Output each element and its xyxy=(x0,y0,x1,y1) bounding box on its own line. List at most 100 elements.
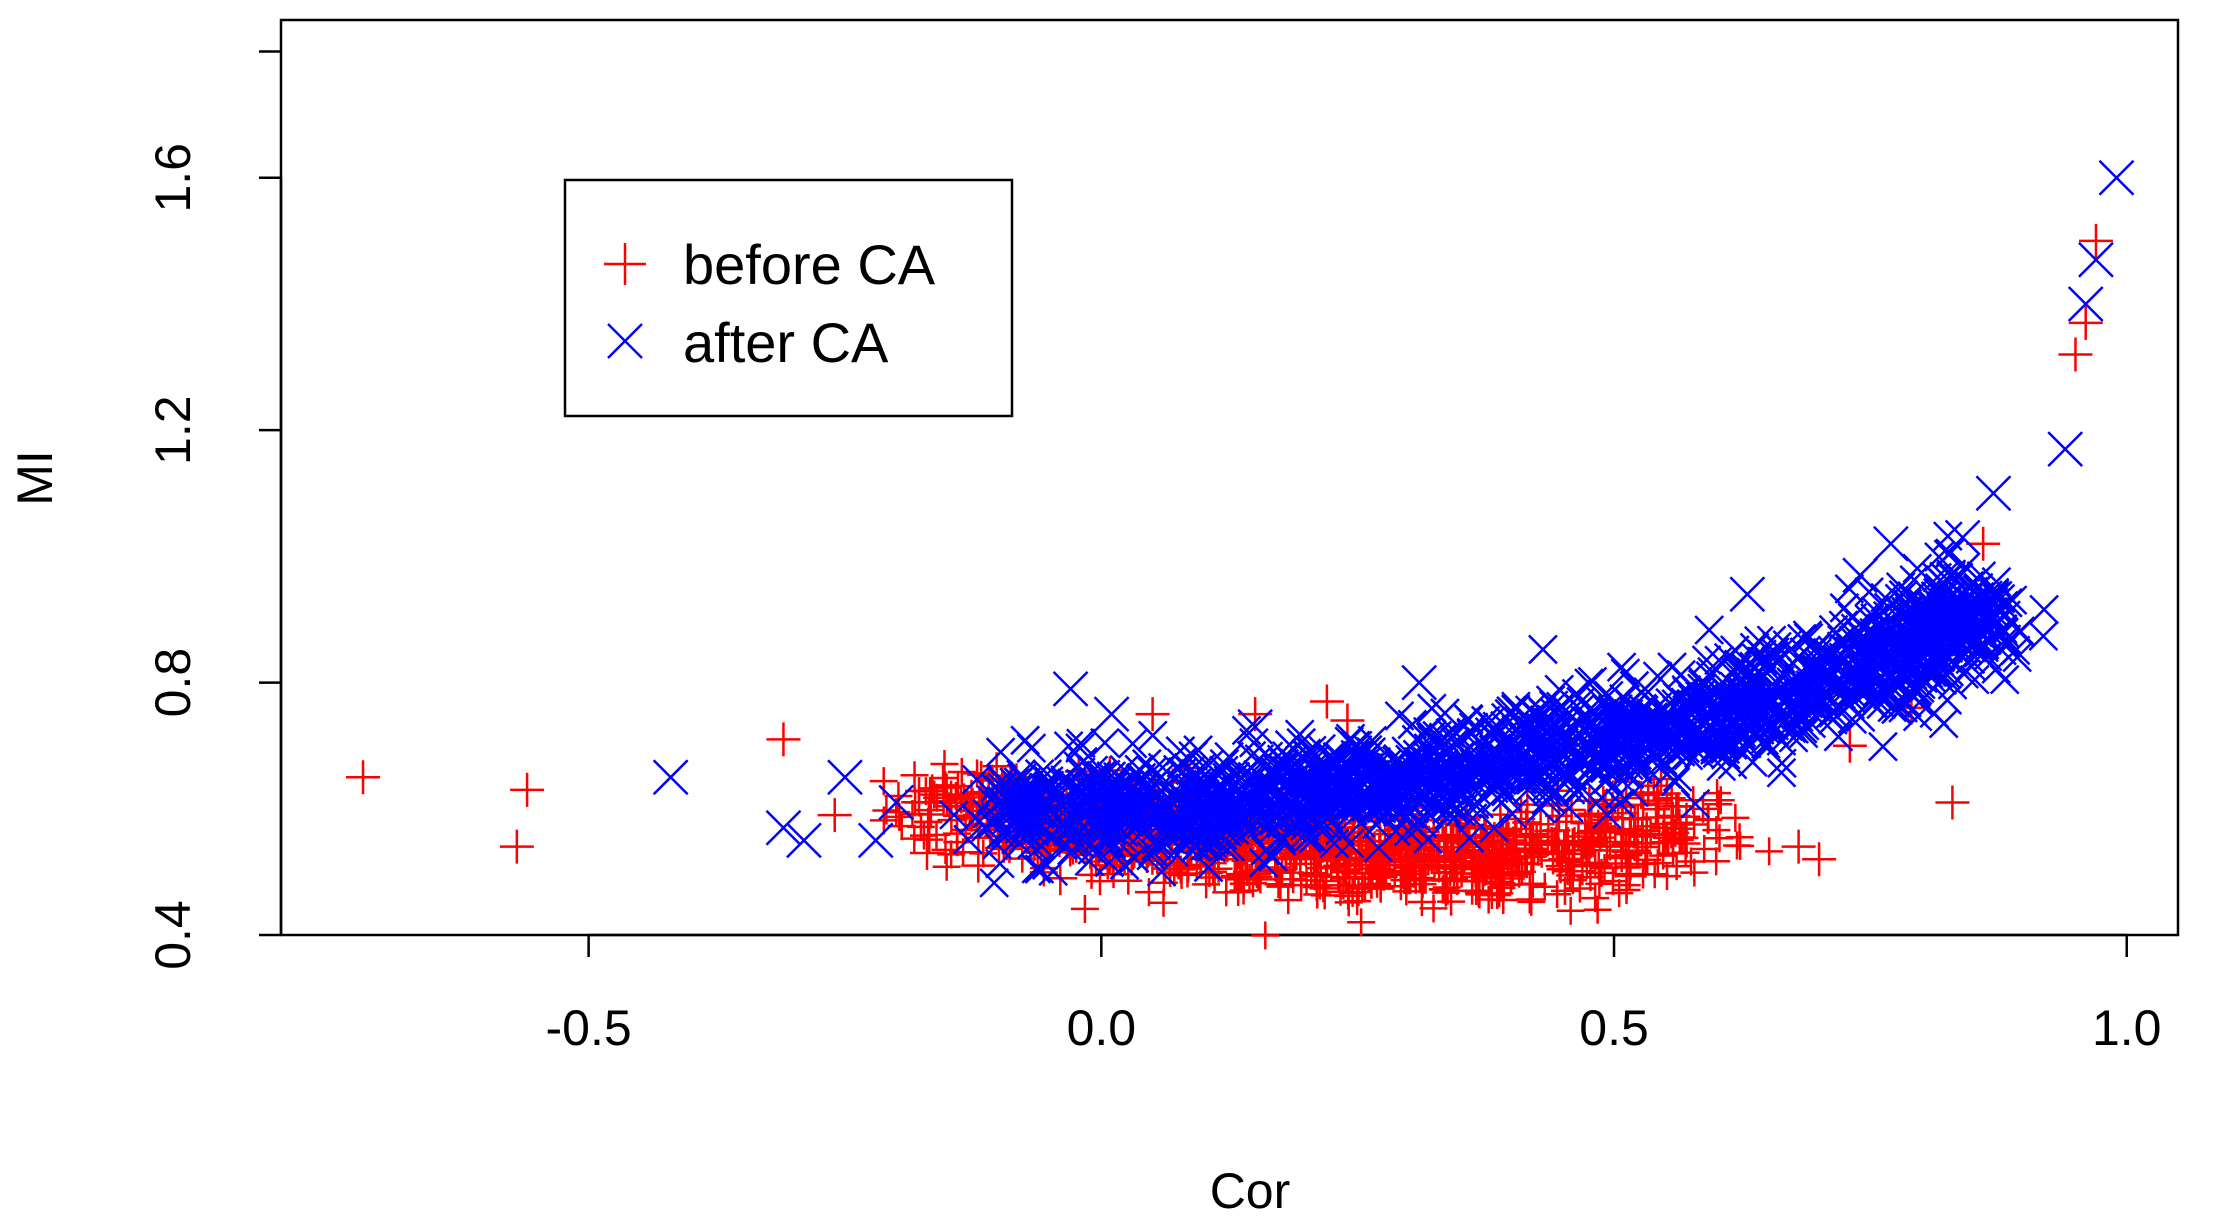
data-point xyxy=(1885,572,1916,602)
data-point xyxy=(1307,764,1338,795)
data-point xyxy=(1063,751,1094,782)
data-point xyxy=(1591,799,1622,830)
data-point xyxy=(1428,729,1459,759)
data-point xyxy=(1053,730,1084,761)
data-point xyxy=(910,835,945,870)
data-point xyxy=(1070,796,1101,827)
data-point xyxy=(1401,664,1438,701)
data-point xyxy=(1802,842,1837,877)
data-point xyxy=(1430,698,1460,728)
data-point xyxy=(1629,860,1658,889)
data-point xyxy=(1627,709,1657,740)
data-point xyxy=(1835,689,1866,720)
series-after-ca xyxy=(652,159,2135,898)
data-point xyxy=(1708,729,1739,760)
data-point xyxy=(1479,813,1510,843)
data-point xyxy=(1445,778,1475,809)
data-point xyxy=(900,761,929,790)
data-point xyxy=(1284,719,1315,750)
data-point xyxy=(1081,761,1111,792)
data-point xyxy=(1549,759,1580,790)
data-point xyxy=(1408,870,1437,899)
data-point xyxy=(1933,539,1964,570)
data-point xyxy=(1070,894,1099,923)
data-point xyxy=(1343,887,1372,916)
data-point xyxy=(1823,721,1854,752)
data-point xyxy=(1193,831,1224,862)
data-point xyxy=(2029,594,2059,625)
data-point xyxy=(1605,788,1635,819)
data-point xyxy=(1533,748,1564,778)
data-point xyxy=(1525,793,1556,824)
data-point xyxy=(1259,813,1289,844)
data-point xyxy=(1259,806,1289,836)
data-point xyxy=(1837,704,1868,735)
data-point xyxy=(1583,701,1613,732)
data-point xyxy=(1146,761,1177,792)
data-point xyxy=(1683,738,1714,769)
legend-label-before-ca: before CA xyxy=(683,233,936,296)
data-point xyxy=(991,797,1022,828)
legend: before CA after CA xyxy=(563,178,1014,418)
data-point xyxy=(1916,662,1947,693)
data-point xyxy=(1330,703,1365,738)
data-point xyxy=(999,767,1029,798)
data-point xyxy=(1296,735,1327,766)
data-point xyxy=(1276,858,1305,887)
data-point xyxy=(510,772,545,807)
data-point xyxy=(1146,856,1177,887)
data-point xyxy=(1549,717,1579,748)
data-point xyxy=(1010,725,1041,756)
legend-marker-before-ca xyxy=(604,243,646,285)
data-point xyxy=(1352,746,1382,777)
data-point xyxy=(1965,607,2002,644)
data-point xyxy=(1451,760,1482,790)
data-point xyxy=(1729,576,1766,613)
data-point xyxy=(1725,674,1756,705)
data-point xyxy=(1458,867,1487,896)
data-point xyxy=(786,822,822,859)
data-point xyxy=(1109,754,1140,785)
data-point xyxy=(909,821,938,850)
data-point xyxy=(1117,728,1148,759)
data-point xyxy=(1413,824,1443,855)
data-point xyxy=(1357,725,1388,756)
data-point xyxy=(985,848,1015,879)
data-point xyxy=(1008,844,1037,873)
data-point xyxy=(1610,658,1641,688)
data-point xyxy=(1526,810,1555,839)
data-point xyxy=(1812,637,1843,668)
data-point xyxy=(1309,684,1344,719)
data-point xyxy=(1631,734,1662,764)
data-point xyxy=(1768,695,1799,726)
data-point xyxy=(1581,884,1610,913)
data-point xyxy=(765,809,802,846)
data-point xyxy=(1612,876,1641,905)
data-point xyxy=(1174,854,1203,883)
data-point xyxy=(1525,762,1556,792)
data-point xyxy=(1440,865,1469,894)
data-point xyxy=(1522,822,1551,851)
data-point xyxy=(1846,664,1877,695)
data-point xyxy=(2028,621,2059,651)
data-point xyxy=(1378,832,1407,861)
data-point xyxy=(1755,837,1784,866)
data-point xyxy=(1606,652,1637,683)
data-point xyxy=(1167,860,1196,889)
data-point xyxy=(1419,894,1448,923)
data-point xyxy=(1496,696,1526,726)
data-point xyxy=(1032,759,1063,789)
data-point xyxy=(1454,823,1485,853)
data-point xyxy=(1832,728,1867,763)
data-point xyxy=(1762,668,1793,699)
data-point xyxy=(1393,857,1422,886)
data-point xyxy=(1480,767,1511,797)
data-point xyxy=(1024,854,1055,884)
data-point xyxy=(1661,721,1692,752)
data-point xyxy=(1416,770,1447,801)
data-point xyxy=(961,764,992,795)
data-point xyxy=(1264,870,1293,899)
data-point xyxy=(1605,879,1634,908)
data-point xyxy=(1074,846,1105,877)
data-point xyxy=(1097,832,1128,863)
